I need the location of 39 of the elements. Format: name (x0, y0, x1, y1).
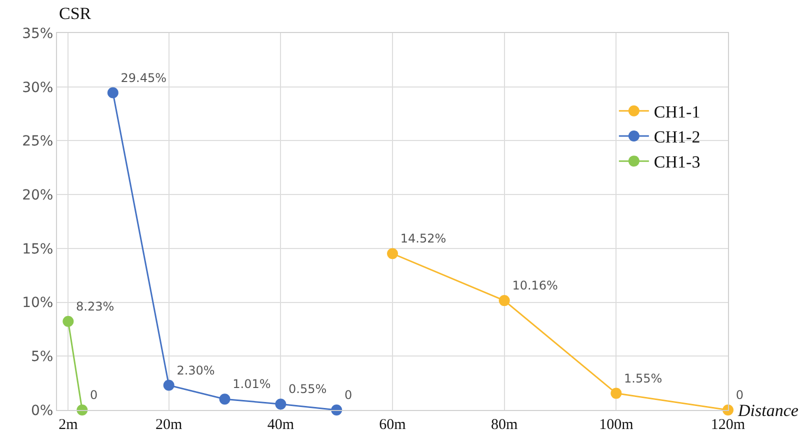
y-tick-label: 25% (22, 134, 54, 150)
data-label: 0 (90, 388, 98, 402)
point (275, 398, 286, 410)
x-axis-title: Distance (737, 401, 799, 420)
point (163, 380, 174, 391)
x-tick-label: 120m (710, 417, 746, 433)
data-label: 8.23% (76, 299, 114, 314)
x-tick-label: 40m (267, 417, 294, 433)
data-label: 0.55% (288, 382, 327, 396)
legend-label: CH1-1 (654, 102, 700, 122)
data-label: 29.45% (120, 70, 167, 85)
y-tick-label: 20% (22, 187, 54, 204)
point (107, 87, 118, 98)
x-tick-label: 20m (155, 417, 182, 433)
data-label: 1.55% (624, 371, 662, 386)
x-tick-label: 100m (599, 417, 634, 433)
y-tick-label: 0% (30, 402, 54, 419)
point (219, 394, 230, 405)
x-tick-label: 80m (490, 417, 518, 433)
x-tick-label: 60m (379, 417, 406, 433)
point (610, 388, 622, 399)
legend-label: CH1-2 (654, 128, 700, 147)
y-tick-label: 5% (30, 349, 54, 366)
x-tick-label: 2m (58, 417, 78, 433)
data-label: 1.01% (232, 377, 271, 392)
point (498, 295, 510, 306)
legend-label: CH1-3 (654, 152, 700, 172)
y-axis-title: CSR (59, 4, 92, 23)
y-tick-label: 10% (22, 295, 54, 312)
data-label: 10.16% (512, 278, 558, 293)
data-label: 0 (736, 388, 744, 402)
point (62, 316, 74, 327)
point (387, 248, 398, 260)
data-label: 0 (344, 388, 352, 402)
y-tick-label: 15% (22, 241, 54, 258)
data-label: 2.30% (176, 363, 215, 378)
data-label: 14.52% (400, 232, 446, 246)
y-tick-label: 35% (22, 26, 54, 42)
y-tick-label: 30% (22, 80, 54, 96)
